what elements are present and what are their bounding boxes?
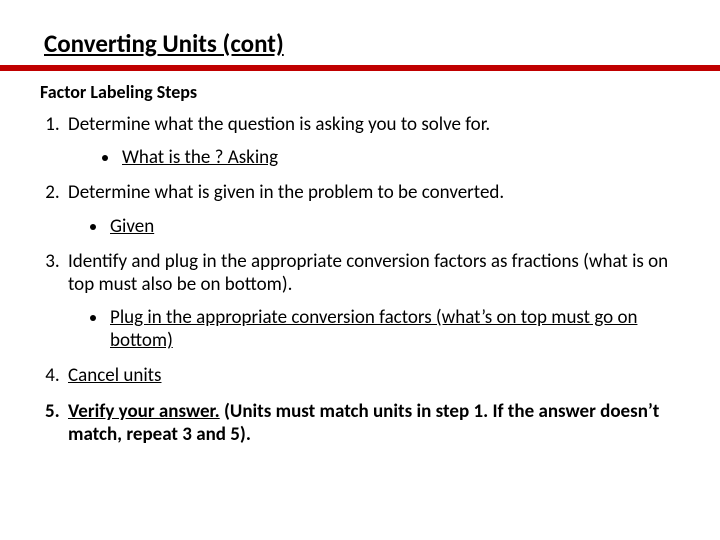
slide-title: Converting Units (cont) <box>44 28 720 59</box>
content-area: Factor Labeling Steps Determine what the… <box>0 71 720 446</box>
step-4-text: Cancel units <box>68 364 161 387</box>
step-1-sub-item: What is the ? Asking <box>120 146 670 169</box>
slide: Converting Units (cont) Factor Labeling … <box>0 0 720 540</box>
step-2-sub-text: Given <box>110 215 154 238</box>
title-block: Converting Units (cont) <box>0 0 720 59</box>
step-4: Cancel units <box>64 364 670 387</box>
step-5: Verify your answer. (Units must match un… <box>64 400 670 446</box>
step-1-sub-text: What is the ? Asking <box>122 146 278 169</box>
step-2-sub: Given <box>68 215 670 238</box>
step-3-sub: Plug in the appropriate conversion facto… <box>68 306 670 352</box>
step-2: Determine what is given in the problem t… <box>64 181 670 237</box>
step-3-text: Identify and plug in the appropriate con… <box>68 250 668 296</box>
step-1-text: Determine what the question is asking yo… <box>68 113 490 136</box>
step-2-text: Determine what is given in the problem t… <box>68 181 504 204</box>
step-3: Identify and plug in the appropriate con… <box>64 250 670 353</box>
step-3-sub-text: Plug in the appropriate conversion facto… <box>110 306 637 352</box>
step-1: Determine what the question is asking yo… <box>64 113 670 169</box>
step-2-sub-item: Given <box>108 215 670 238</box>
subheading: Factor Labeling Steps <box>40 81 670 103</box>
steps-list: Determine what the question is asking yo… <box>40 113 670 446</box>
step-5-prefix: Verify your answer. <box>68 400 220 423</box>
step-1-sub: What is the ? Asking <box>68 146 670 169</box>
step-3-sub-item: Plug in the appropriate conversion facto… <box>108 306 670 352</box>
